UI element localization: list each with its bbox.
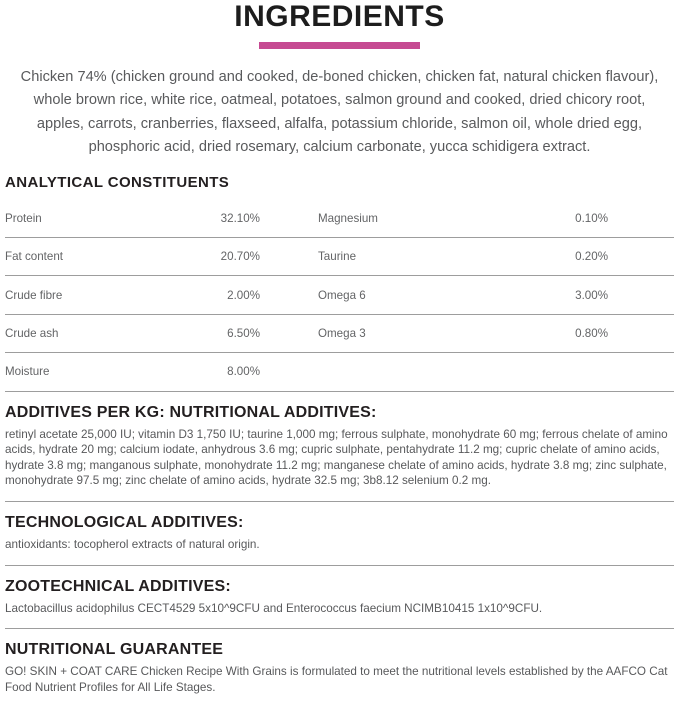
section-heading: ADDITIVES PER KG: NUTRITIONAL ADDITIVES: — [5, 403, 377, 421]
label-page: INGREDIENTS Chicken 74% (chicken ground … — [5, 0, 674, 694]
constituent-value-right: 3.00% — [575, 288, 608, 302]
constituent-name-left: Moisture — [5, 365, 50, 379]
constituent-name-left: Protein — [5, 211, 42, 225]
constituent-name-left: Crude ash — [5, 326, 59, 340]
constituent-name-left: Crude fibre — [5, 288, 63, 302]
section-body-text: retinyl acetate 25,000 IU; vitamin D3 1,… — [5, 427, 668, 488]
constituent-value-right: 0.10% — [575, 211, 608, 225]
constituent-name-right: Taurine — [318, 250, 357, 264]
section-body-text: Lactobacillus acidophilus CECT4529 5x10^… — [5, 601, 543, 615]
info-section: ZOOTECHNICAL ADDITIVES: Lactobacillus ac… — [5, 566, 674, 630]
additive-sections: ADDITIVES PER KG: NUTRITIONAL ADDITIVES:… — [5, 392, 674, 707]
table-row: Crude ash 6.50% Omega 3 0.80% — [5, 315, 674, 354]
info-section: ADDITIVES PER KG: NUTRITIONAL ADDITIVES:… — [5, 392, 674, 502]
table-row: Moisture 8.00% — [5, 353, 674, 392]
table-row: Protein 32.10% Magnesium 0.10% — [5, 200, 674, 239]
section-heading: TECHNOLOGICAL ADDITIVES: — [5, 513, 244, 531]
constituent-value-right: 0.20% — [575, 250, 608, 264]
page-title: INGREDIENTS — [234, 0, 445, 33]
analytical-table: Protein 32.10% Magnesium 0.10% Fat conte… — [5, 200, 674, 392]
section-body-text: antioxidants: tocopherol extracts of nat… — [5, 537, 260, 551]
constituent-value-left: 32.10% — [220, 211, 260, 225]
constituent-value-left: 20.70% — [220, 250, 260, 264]
info-section: NUTRITIONAL GUARANTEE GO! SKIN + COAT CA… — [5, 629, 674, 707]
section-body-text: GO! SKIN + COAT CARE Chicken Recipe With… — [5, 665, 668, 694]
ingredients-paragraph: Chicken 74% (chicken ground and cooked, … — [20, 69, 659, 156]
constituent-value-left: 2.00% — [227, 288, 260, 302]
constituent-name-right: Omega 6 — [318, 288, 366, 302]
accent-underline-bar — [259, 42, 420, 49]
section-heading: ZOOTECHNICAL ADDITIVES: — [5, 577, 231, 595]
table-row: Fat content 20.70% Taurine 0.20% — [5, 238, 674, 277]
constituent-value-left: 6.50% — [227, 326, 260, 340]
section-heading: NUTRITIONAL GUARANTEE — [5, 641, 224, 659]
constituent-value-right: 0.80% — [575, 326, 608, 340]
constituent-name-left: Fat content — [5, 250, 64, 264]
analytical-constituents-heading: ANALYTICAL CONSTITUENTS — [5, 173, 230, 191]
constituent-value-left: 8.00% — [227, 365, 260, 379]
table-row: Crude fibre 2.00% Omega 6 3.00% — [5, 276, 674, 315]
info-section: TECHNOLOGICAL ADDITIVES: antioxidants: t… — [5, 502, 674, 566]
constituent-name-right: Magnesium — [318, 211, 378, 225]
constituent-name-right: Omega 3 — [318, 326, 366, 340]
